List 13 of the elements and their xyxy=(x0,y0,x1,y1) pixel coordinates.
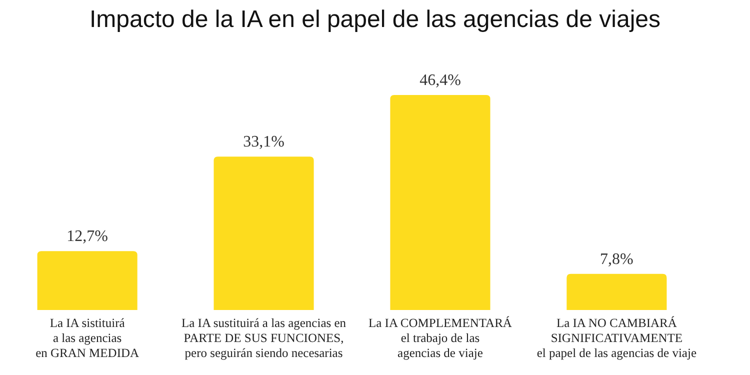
bar xyxy=(214,156,314,310)
data-label: 33,1% xyxy=(243,134,284,151)
x-tick-label: La IA COMPLEMENTARÁ el trabajo de las agencias de viaje xyxy=(368,316,512,360)
x-tick-label: La IA NO CAMBIARÁ SIGNIFICATIVAMENTE el papel de las agencias de viaje xyxy=(536,316,697,360)
bar xyxy=(566,274,667,310)
bar xyxy=(390,95,490,310)
chart-title: Impacto de la IA en el papel de las agencias de viajes xyxy=(89,6,661,33)
data-label: 46,4% xyxy=(420,72,461,89)
x-tick-label: La IA sustituirá a las agencias en PARTE DE SUS FUNCIONES, pero seguirán siendo necesarias xyxy=(182,316,347,360)
bar xyxy=(37,251,138,310)
x-tick-label: La IA sistituirá a las agencias en GRAN MEDIDA xyxy=(36,316,140,360)
data-label: 12,7% xyxy=(66,228,108,246)
data-label: 7,8% xyxy=(600,250,634,268)
